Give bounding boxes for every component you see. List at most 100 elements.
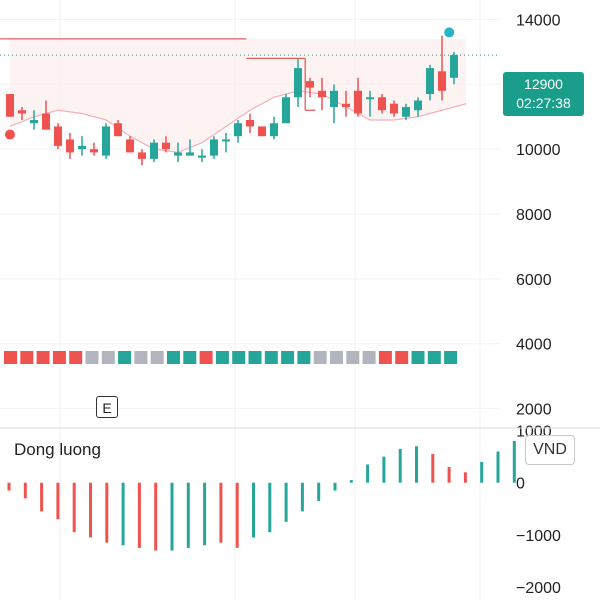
status-square [362, 351, 376, 364]
currency-unit-badge[interactable]: VND [525, 435, 575, 465]
candle-body [138, 152, 146, 159]
status-square [313, 351, 327, 364]
candle-body [330, 90, 338, 107]
candle [342, 90, 350, 117]
status-square [395, 351, 409, 364]
status-square [378, 351, 392, 364]
candle [126, 136, 134, 153]
candle [42, 100, 50, 130]
candle [174, 142, 182, 163]
candle-body [30, 119, 38, 124]
candle [330, 84, 338, 124]
candle [318, 77, 326, 111]
candle [138, 149, 146, 166]
status-square [232, 351, 246, 364]
status-square [101, 351, 115, 364]
status-square [85, 351, 99, 364]
candle-body [246, 119, 254, 127]
candle [222, 132, 230, 153]
candle-body [402, 107, 410, 117]
momentum-bars [7, 441, 516, 551]
status-square [215, 351, 229, 364]
marker-dot [5, 129, 15, 140]
price-tick-label: 6000 [516, 272, 552, 289]
candle [18, 107, 26, 120]
candle-body [366, 97, 374, 100]
status-square [199, 351, 213, 364]
candle-body [342, 103, 350, 107]
candle-body [150, 142, 158, 159]
status-square [281, 351, 295, 364]
candle-body [102, 126, 110, 156]
candle-body [414, 100, 422, 111]
candle-body [66, 139, 74, 153]
candle [402, 103, 410, 120]
candle-layer [6, 35, 458, 166]
event-marker[interactable]: E [96, 396, 118, 418]
indicator-tick-label: 0 [516, 476, 525, 493]
candle [270, 116, 278, 140]
candle-body [162, 142, 170, 150]
candle-body [270, 123, 278, 137]
status-square [52, 351, 66, 364]
status-square [264, 351, 278, 364]
candle [210, 136, 218, 159]
status-square [427, 351, 441, 364]
candle [282, 94, 290, 124]
candle-body [210, 139, 218, 156]
candle-body [42, 113, 50, 130]
status-square [248, 351, 262, 364]
candle [150, 139, 158, 163]
candle-body [450, 55, 458, 78]
candle [6, 94, 14, 117]
candle-body [78, 145, 86, 150]
price-tick-label: 8000 [516, 207, 552, 224]
candle [78, 136, 86, 156]
status-square [134, 351, 148, 364]
candle [186, 139, 194, 156]
indicator-title[interactable]: Dong luong [14, 440, 101, 459]
status-square [4, 351, 17, 364]
status-squares [4, 351, 458, 364]
candle-body [6, 94, 14, 117]
candle-body [54, 126, 62, 146]
candle-body [222, 139, 230, 142]
status-square [183, 351, 197, 364]
candle [66, 132, 74, 159]
status-square [36, 351, 50, 364]
status-square [297, 351, 311, 364]
candle [198, 149, 206, 163]
line-layer [0, 27, 500, 140]
candle [258, 126, 266, 137]
candle-body [186, 152, 194, 156]
candle [390, 100, 398, 117]
indicator-tick-label: −1000 [516, 528, 561, 545]
candle [102, 123, 110, 159]
lower-band-line [9, 90, 467, 154]
candle-body [282, 97, 290, 124]
candle-body [126, 139, 134, 153]
candle [90, 142, 98, 156]
marker-dot [444, 27, 455, 38]
price-tick-label: 14000 [516, 12, 561, 29]
status-square [167, 351, 180, 364]
candle-body [390, 103, 398, 114]
candle-body [114, 123, 122, 137]
candle [414, 97, 422, 117]
last-price-countdown: 02:27:38 [516, 95, 571, 111]
candle [378, 94, 386, 114]
candle [426, 64, 434, 101]
price-tick-label: 10000 [516, 142, 561, 159]
price-tick-label: 2000 [516, 402, 552, 419]
candle-body [354, 90, 362, 114]
candle-body [90, 149, 98, 153]
candle-body [198, 155, 206, 158]
last-price-badge: 12900 02:27:38 [503, 72, 584, 116]
status-square [346, 351, 360, 364]
candle-body [174, 152, 182, 156]
candle [30, 110, 38, 130]
candle [294, 58, 302, 107]
candle [54, 123, 62, 150]
